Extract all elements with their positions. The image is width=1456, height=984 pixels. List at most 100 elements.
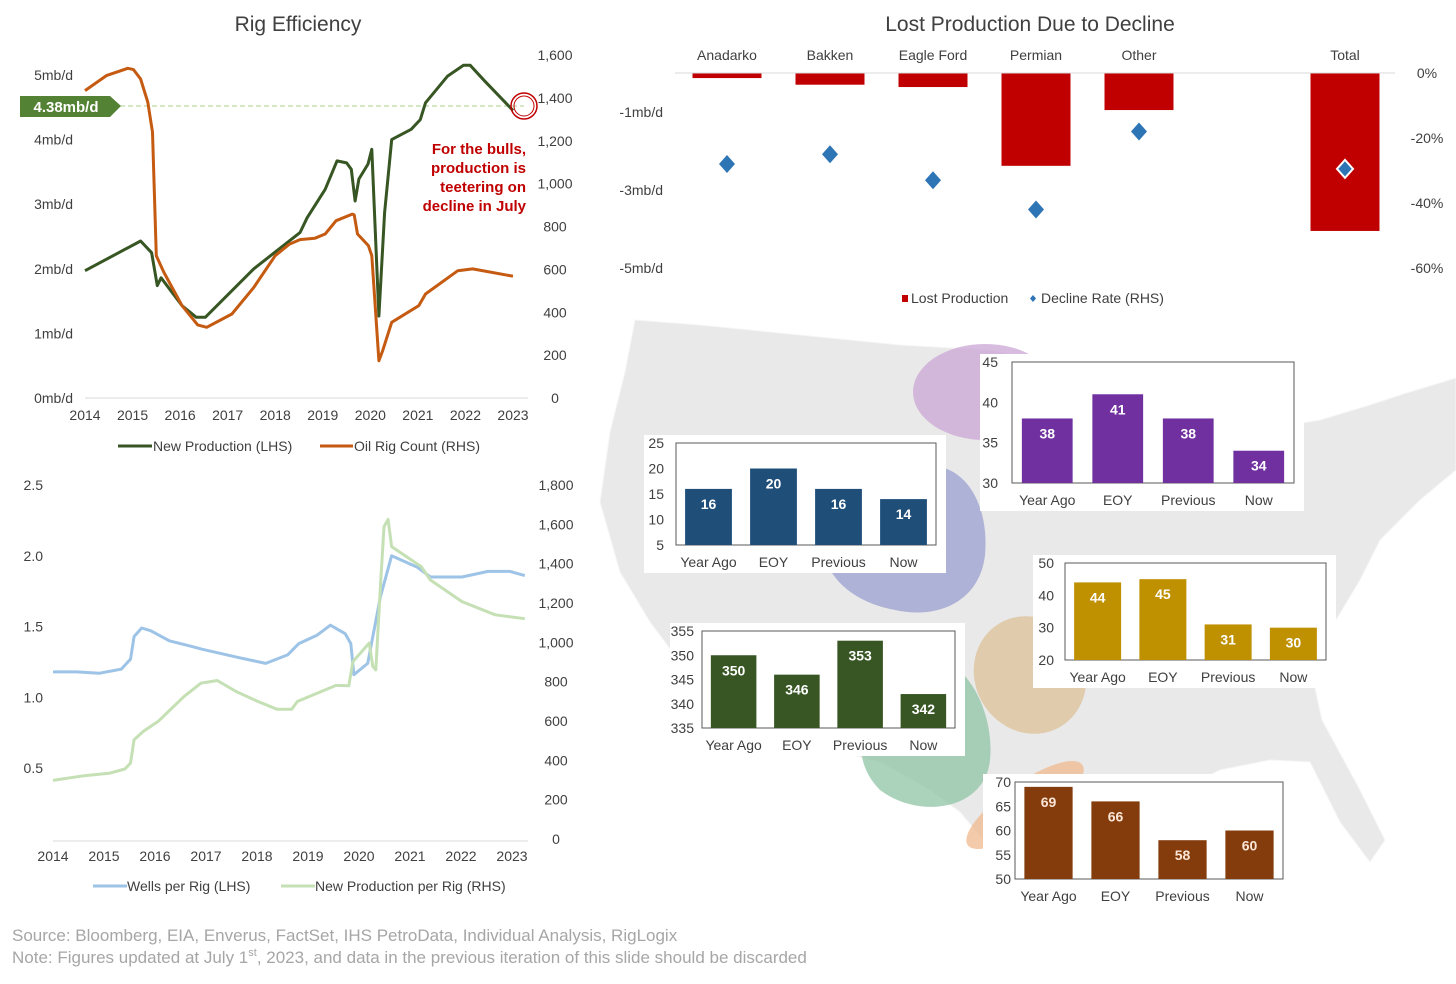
bar-lost-production (1104, 73, 1174, 111)
inset-category-label: Previous (1161, 492, 1215, 508)
x-tick-label: 2015 (88, 848, 119, 864)
inset-bar-value: 60 (1242, 838, 1258, 854)
y-right-tick-label: 1,400 (537, 90, 572, 106)
inset-bar (710, 655, 757, 728)
x-tick-label: 2017 (212, 407, 243, 423)
y-tick-label: 335 (671, 720, 695, 736)
y-left-tick-label: 5mb/d (34, 67, 73, 83)
x-tick-label: 2018 (241, 848, 272, 864)
y-left-tick-label: 3mb/d (34, 196, 73, 212)
inset-bar-value: 41 (1110, 401, 1126, 417)
note-prefix: Note: Figures updated at July 1 (12, 948, 248, 967)
legend: Wells per Rig (LHS) New Production per R… (93, 878, 506, 894)
y-left-tick-label: -5mb/d (619, 260, 663, 276)
inset-category-label: Previous (811, 554, 865, 570)
x-tick-label: 2014 (69, 407, 100, 423)
inset-blue-chart: 5 10 15 20 25 16 Year Ago 20 EOY 16 Previous 14 Now (644, 435, 946, 573)
y-right-tick-label: 1,200 (538, 595, 573, 611)
y-right-tick-label: 1,200 (537, 133, 572, 149)
category-label: Total (1330, 47, 1360, 63)
inset-bar-value: 34 (1251, 458, 1267, 474)
inset-bar (1162, 418, 1214, 483)
bar-lost-production (692, 73, 762, 79)
inset-category-label: Year Ago (1019, 492, 1076, 508)
bar-lost-production (795, 73, 865, 85)
y-tick-label: 40 (982, 394, 998, 410)
inset-bar-value: 44 (1090, 589, 1106, 605)
chart-title: Rig Efficiency (235, 13, 362, 36)
footer: Source: Bloomberg, EIA, Enverus, FactSet… (12, 926, 807, 967)
marker-decline-rate (1131, 122, 1147, 141)
y-tick-label: 10 (648, 512, 664, 528)
y-tick-label: 50 (995, 871, 1011, 887)
legend-label: Lost Production (911, 290, 1008, 306)
bar-lost-production (1001, 73, 1071, 166)
x-tick-label: 2020 (355, 407, 386, 423)
inset-bar (900, 694, 947, 728)
y-left-tick-label: 4mb/d (34, 132, 73, 148)
y-right-tick-label: 800 (544, 674, 568, 690)
y-left-tick-label: 2mb/d (34, 261, 73, 277)
x-tick-label: 2020 (343, 848, 374, 864)
x-tick-label: 2023 (497, 407, 528, 423)
y-right-tick-label: 1,000 (537, 176, 572, 192)
series-line-oil-rig-count-rhs (84, 66, 514, 363)
y-tick-label: 20 (648, 461, 664, 477)
category-labels: Anadarko Bakken Eagle Ford Permian Other Tota… (697, 47, 1360, 63)
inset-bar (1233, 450, 1285, 483)
inset-gold-chart: 20 30 40 50 44 Year Ago 45 EOY 31 Previous 30 Now (1033, 555, 1336, 688)
y-left-tick-label: 0.5 (24, 760, 44, 776)
y-tick-label: 70 (995, 774, 1011, 790)
chart-title: Lost Production Due to Decline (885, 13, 1175, 36)
inset-bar-value: 38 (1180, 425, 1196, 441)
inset-category-label: Now (889, 554, 918, 570)
inset-bar-value: 38 (1039, 425, 1055, 441)
inset-bar (1139, 579, 1187, 660)
rig-efficiency-chart: Rig Efficiency 2014 2015 2016 2017 2018 2019 2… (20, 13, 573, 454)
y-right-tick-labels: 0 200 400 600 800 1,000 1,200 1,400 1,600 1,800 (538, 477, 573, 847)
inset-bar (1204, 624, 1252, 660)
inset-bar-value: 58 (1175, 847, 1191, 863)
y-tick-label: 5 (656, 537, 664, 553)
annotation-line: teetering on (440, 179, 526, 196)
y-left-tick-label: 2.0 (24, 548, 44, 564)
inset-bar-value: 350 (722, 662, 746, 678)
inset-bar (837, 640, 883, 728)
y-left-tick-label: 2.5 (24, 477, 44, 493)
legend-swatch-decline-rate (1030, 295, 1036, 302)
note-suffix: , 2023, and data in the previous iterati… (257, 948, 807, 967)
y-right-tick-label: -60% (1411, 260, 1444, 276)
y-tick-label: 50 (1038, 555, 1054, 571)
y-right-tick-label: 0 (551, 390, 559, 406)
inset-category-label: EOY (1103, 492, 1133, 508)
inset-bar-value: 30 (1286, 635, 1302, 651)
inset-category-label: Now (1235, 888, 1264, 904)
x-tick-label: 2015 (117, 407, 148, 423)
x-tick-label: 2023 (496, 848, 527, 864)
series-line-wells-per-rig-lhs (53, 554, 526, 677)
inset-category-label: Year Ago (680, 554, 737, 570)
x-tick-label: 2019 (307, 407, 338, 423)
y-left-tick-labels: 0.5 1.0 1.5 2.0 2.5 (24, 477, 44, 776)
x-tick-labels: 2014 2015 2016 2017 2018 2019 2020 2021 2022 2023 (69, 407, 528, 423)
legend-label: Wells per Rig (LHS) (127, 878, 250, 894)
bar-lost-production (1310, 73, 1380, 231)
inset-category-label: Year Ago (1069, 669, 1126, 685)
x-tick-label: 2022 (450, 407, 481, 423)
note-text: Note: Figures updated at July 1st, 2023,… (12, 947, 807, 967)
category-label: Eagle Ford (899, 47, 967, 63)
inset-category-label: EOY (782, 737, 812, 753)
y-tick-label: 15 (648, 486, 664, 502)
y-tick-label: 30 (982, 475, 998, 491)
y-left-tick-labels: -1mb/d -3mb/d -5mb/d (619, 104, 663, 276)
y-left-tick-label: 1mb/d (34, 325, 73, 341)
highlight-circle (510, 92, 538, 120)
y-tick-label: 60 (995, 823, 1011, 839)
y-right-tick-label: 200 (543, 347, 567, 363)
y-right-tick-label: 1,800 (538, 477, 573, 493)
inset-category-label: Now (1245, 492, 1274, 508)
y-right-tick-label: 400 (544, 752, 568, 768)
marker-decline-rate (822, 145, 838, 164)
inset-brown-chart: 50 55 60 65 70 69 Year Ago 66 EOY 58 Previous 60 Now (983, 774, 1293, 907)
y-tick-label: 40 (1038, 587, 1054, 603)
